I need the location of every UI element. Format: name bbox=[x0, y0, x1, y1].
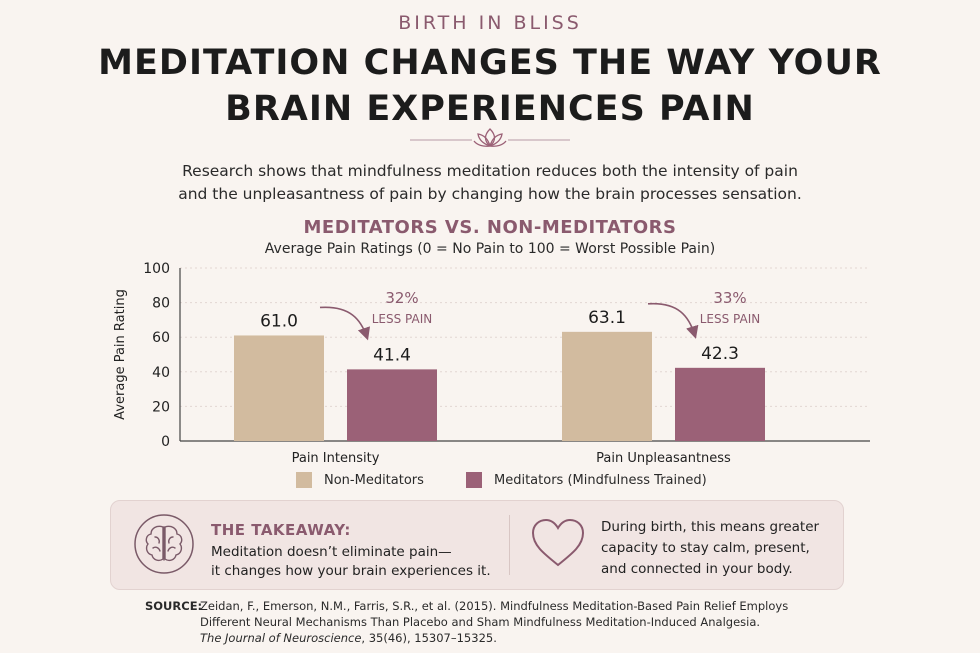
legend-swatch-meditators bbox=[466, 472, 482, 488]
legend-item-non-meditators: Non-Meditators bbox=[296, 472, 424, 488]
brain-icon bbox=[134, 514, 194, 574]
legend-item-meditators: Meditators (Mindfulness Trained) bbox=[466, 472, 707, 488]
y-tick-label: 0 bbox=[161, 434, 170, 450]
chart-subtitle: Average Pain Ratings (0 = No Pain to 100… bbox=[264, 241, 716, 257]
bar bbox=[234, 335, 324, 441]
bar bbox=[675, 367, 765, 441]
source-body: Zeidan, F., Emerson, N.M., Farris, S.R.,… bbox=[200, 598, 850, 646]
legend-label-non-meditators: Non-Meditators bbox=[324, 472, 424, 488]
bar-value-label: 63.1 bbox=[588, 308, 626, 328]
legend-swatch-non-meditators bbox=[296, 472, 312, 488]
reduction-label: LESS PAIN bbox=[700, 312, 761, 326]
brand-name: BIRTH IN BLISS bbox=[398, 12, 582, 34]
bar-value-label: 61.0 bbox=[260, 311, 298, 331]
x-tick-label: Pain Intensity bbox=[292, 451, 380, 466]
birth-line-3: and connected in your body. bbox=[601, 561, 793, 577]
reduction-arrow bbox=[319, 306, 371, 341]
takeaway-line-1: Meditation doesn’t eliminate pain— bbox=[211, 544, 452, 560]
birth-text: During birth, this means greater capacit… bbox=[601, 517, 831, 580]
headline: MEDITATION CHANGES THE WAY YOUR BRAIN EX… bbox=[0, 40, 980, 132]
intro-line-2: and the unpleasantness of pain by changi… bbox=[178, 185, 802, 203]
bar bbox=[562, 331, 652, 441]
legend-label-meditators: Meditators (Mindfulness Trained) bbox=[494, 472, 707, 488]
y-tick-label: 40 bbox=[152, 365, 170, 381]
bar bbox=[347, 369, 437, 441]
source-label: SOURCE: bbox=[145, 599, 203, 613]
source-line-3: The Journal of Neuroscience, 35(46), 153… bbox=[200, 630, 850, 646]
lotus-icon bbox=[410, 128, 570, 147]
source-line-1: Zeidan, F., Emerson, N.M., Farris, S.R.,… bbox=[200, 599, 789, 613]
headline-line-2: BRAIN EXPERIENCES PAIN bbox=[225, 89, 755, 129]
birth-line-2: capacity to stay calm, present, bbox=[601, 540, 810, 556]
source-line-2: Different Neural Mechanisms Than Placebo… bbox=[200, 615, 761, 629]
takeaway-divider bbox=[509, 515, 510, 575]
y-tick-label: 80 bbox=[152, 296, 170, 312]
y-tick-label: 60 bbox=[152, 330, 170, 346]
reduction-percent: 32% bbox=[385, 289, 418, 307]
chart-title: MEDITATORS VS. NON-MEDITATORS bbox=[303, 217, 677, 238]
intro-line-1: Research shows that mindfulness meditati… bbox=[182, 162, 798, 180]
birth-line-1: During birth, this means greater bbox=[601, 519, 820, 535]
source-journal: The Journal of Neuroscience bbox=[200, 631, 362, 645]
y-tick-label: 20 bbox=[152, 399, 170, 415]
reduction-arrow bbox=[647, 302, 699, 339]
chart-legend: Non-Meditators Meditators (Mindfulness T… bbox=[0, 472, 980, 496]
heart-icon bbox=[531, 518, 585, 567]
takeaway-heading: THE TAKEAWAY: bbox=[211, 521, 351, 539]
intro-text: Research shows that mindfulness meditati… bbox=[0, 160, 980, 206]
y-axis-label: Average Pain Rating bbox=[113, 289, 128, 420]
x-tick-label: Pain Unpleasantness bbox=[596, 451, 731, 466]
bar-value-label: 42.3 bbox=[701, 344, 739, 364]
headline-line-1: MEDITATION CHANGES THE WAY YOUR bbox=[98, 43, 882, 83]
bar-value-label: 41.4 bbox=[373, 345, 411, 365]
bar-chart: 0 20 40 60 80 100 Average Pain Rating 61.0 41.4 P… bbox=[113, 261, 870, 466]
takeaway-box: THE TAKEAWAY: Meditation doesn’t elimina… bbox=[110, 500, 844, 590]
source-volume: , 35(46), 15307–15325. bbox=[361, 631, 497, 645]
reduction-label: LESS PAIN bbox=[372, 312, 433, 326]
takeaway-line-2: it changes how your brain experiences it… bbox=[211, 563, 491, 579]
y-tick-label: 100 bbox=[143, 261, 170, 277]
reduction-percent: 33% bbox=[713, 289, 746, 307]
